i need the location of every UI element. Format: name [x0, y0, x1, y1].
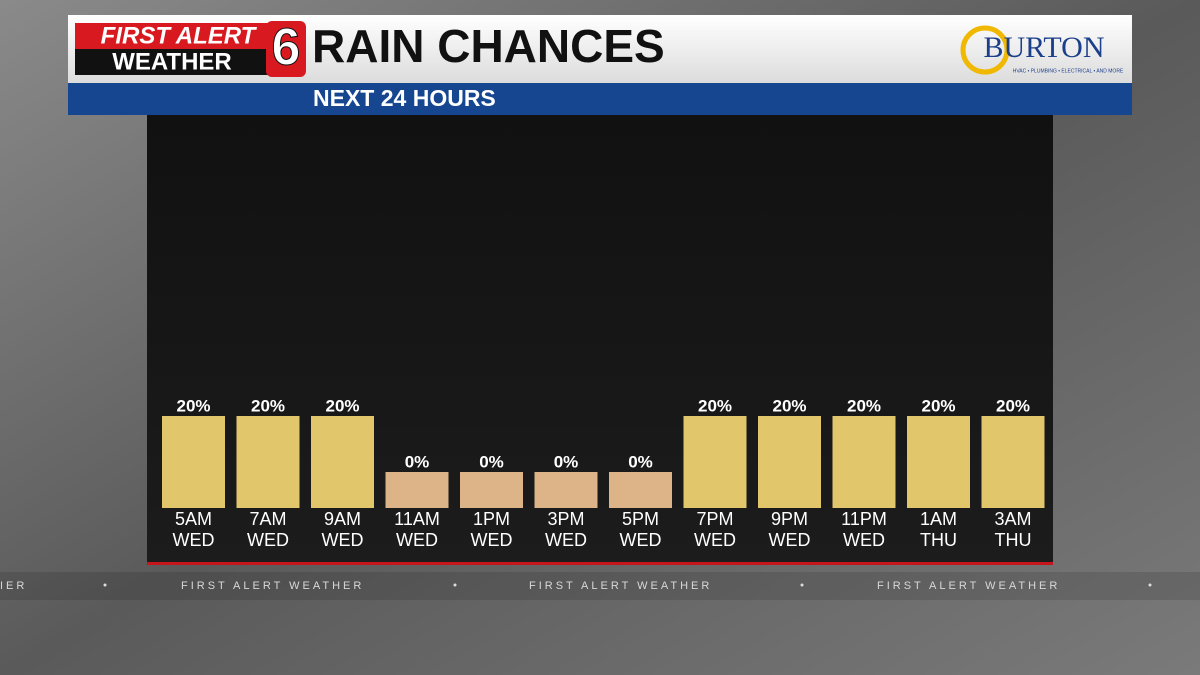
bar	[311, 416, 374, 508]
value-label: 0%	[554, 452, 579, 471]
x-tick-label: 9PM	[771, 509, 808, 529]
value-label: 20%	[996, 396, 1030, 415]
x-tick-label: 1PM	[473, 509, 510, 529]
x-tick-sublabel: THU	[920, 530, 957, 550]
ticker-text: FIRST ALERT WEATHER	[877, 580, 1060, 592]
ticker-dot	[453, 583, 457, 587]
ticker-dot	[1148, 583, 1152, 587]
panel-underline	[147, 562, 1053, 565]
chart-subtitle: NEXT 24 HOURS	[313, 85, 496, 111]
x-tick-sublabel: THU	[995, 530, 1032, 550]
bars: 20%5AMWED20%7AMWED20%9AMWED0%11AMWED0%1P…	[162, 396, 1045, 550]
ticker-text: IER	[0, 580, 27, 592]
value-label: 20%	[251, 396, 285, 415]
value-label: 0%	[405, 452, 430, 471]
value-label: 20%	[325, 396, 359, 415]
value-label: 0%	[628, 452, 653, 471]
value-label: 0%	[479, 452, 504, 471]
x-tick-label: 7PM	[696, 509, 733, 529]
channel-badge	[266, 21, 306, 77]
x-tick-sublabel: WED	[247, 530, 289, 550]
bar	[460, 472, 523, 508]
ticker-dot	[103, 583, 107, 587]
ticker-text: FIRST ALERT WEATHER	[529, 580, 712, 592]
ticker-dot	[800, 583, 804, 587]
brand-line1: FIRST ALERT	[101, 22, 258, 49]
x-tick-sublabel: WED	[769, 530, 811, 550]
value-label: 20%	[698, 396, 732, 415]
value-label: 20%	[921, 396, 955, 415]
x-tick-sublabel: WED	[545, 530, 587, 550]
bar	[609, 472, 672, 508]
bar	[683, 416, 747, 508]
bar	[981, 416, 1045, 508]
subtitle-bar	[68, 83, 1132, 115]
sponsor-tagline: HVAC • PLUMBING • ELECTRICAL • AND MORE	[1013, 68, 1124, 74]
x-tick-sublabel: WED	[620, 530, 662, 550]
value-label: 20%	[176, 396, 210, 415]
value-label: 20%	[847, 396, 881, 415]
x-tick-label: 11AM	[394, 509, 440, 529]
x-tick-label: 5AM	[175, 509, 212, 529]
ticker-text: FIRST ALERT WEATHER	[181, 580, 364, 592]
bar	[832, 416, 896, 508]
bar	[385, 472, 449, 508]
bar	[534, 472, 598, 508]
ticker-bar	[0, 572, 1200, 600]
x-tick-label: 1AM	[920, 509, 957, 529]
bar	[758, 416, 821, 508]
sponsor-logo	[960, 25, 1010, 75]
x-tick-label: 5PM	[622, 509, 659, 529]
x-tick-sublabel: WED	[396, 530, 438, 550]
bar	[907, 416, 970, 508]
bar	[236, 416, 300, 508]
x-tick-label: 11PM	[841, 509, 887, 529]
x-tick-label: 3AM	[994, 509, 1031, 529]
brand-black	[75, 49, 280, 75]
x-tick-sublabel: WED	[173, 530, 215, 550]
channel-number: 6	[272, 19, 301, 77]
bar	[162, 416, 225, 508]
x-tick-sublabel: WED	[694, 530, 736, 550]
x-tick-label: 3PM	[547, 509, 584, 529]
x-tick-sublabel: WED	[843, 530, 885, 550]
brand-red	[75, 23, 280, 49]
value-label: 20%	[772, 396, 806, 415]
x-tick-sublabel: WED	[322, 530, 364, 550]
brand-line2: WEATHER	[112, 48, 232, 75]
x-tick-label: 9AM	[324, 509, 361, 529]
x-tick-label: 7AM	[249, 509, 286, 529]
chart-title: RAIN CHANCES	[312, 20, 665, 72]
x-tick-sublabel: WED	[471, 530, 513, 550]
sponsor-name: BURTON	[984, 31, 1105, 64]
